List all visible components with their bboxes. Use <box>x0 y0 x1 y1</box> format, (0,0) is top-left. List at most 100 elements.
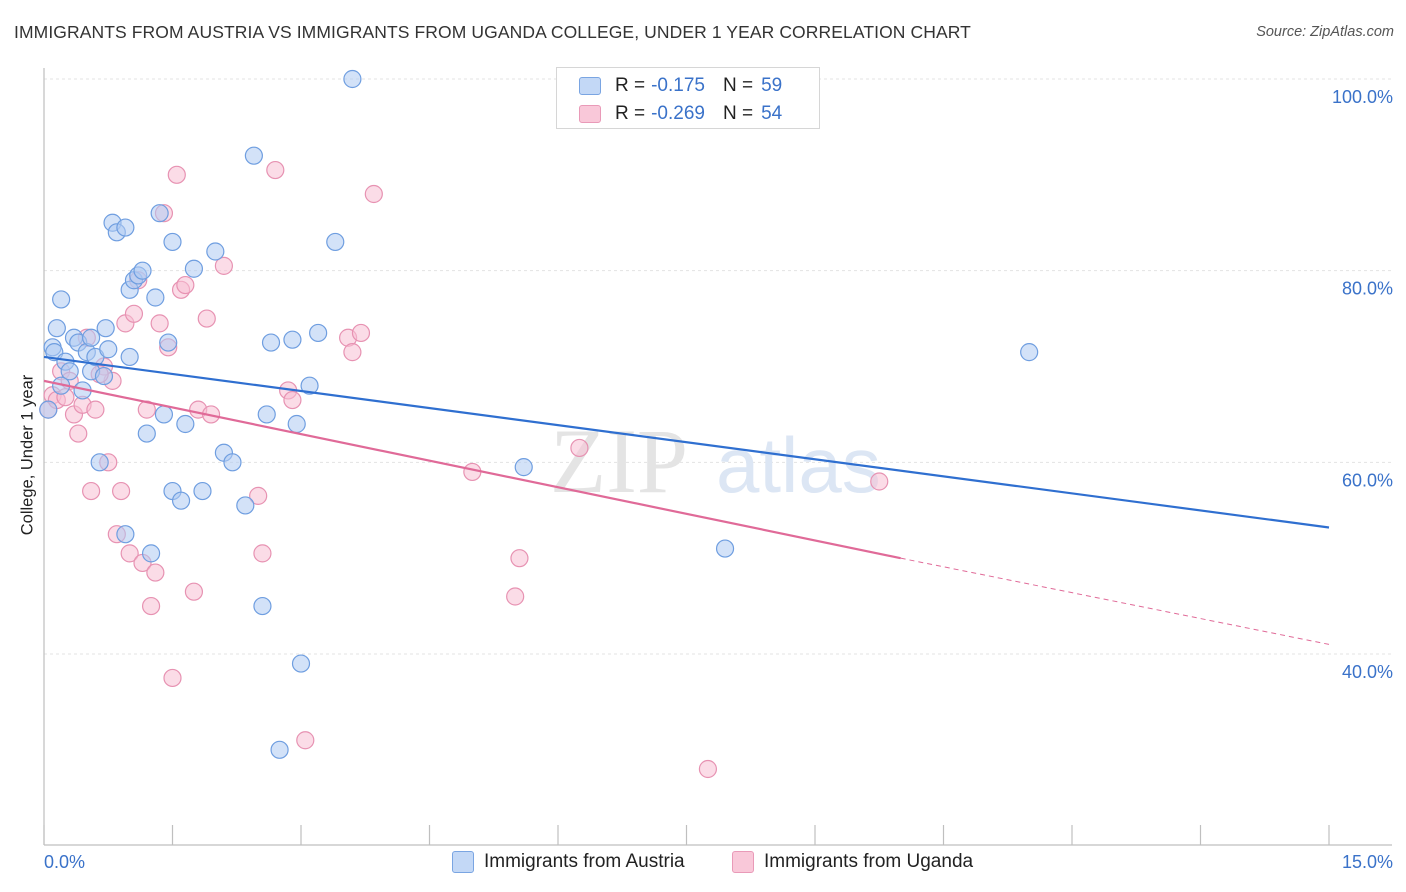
austria-point-18 <box>116 218 135 237</box>
y-tick-label-80: 80.0% <box>1342 279 1393 299</box>
uganda-point-15 <box>111 481 131 501</box>
austria-point-50 <box>514 458 533 477</box>
legend-item-austria[interactable]: Immigrants from Austria <box>452 851 685 873</box>
austria-point-54 <box>82 328 101 347</box>
austria-point-56 <box>184 259 204 278</box>
austria-point-52 <box>1020 343 1039 362</box>
austria-point-35 <box>206 242 225 261</box>
austria-point-14 <box>94 366 114 386</box>
uganda-trend-line <box>43 379 901 560</box>
legend-r-value-uganda: -0.269 <box>651 103 705 124</box>
austria-point-25 <box>137 424 156 443</box>
uganda-point-24 <box>150 314 169 333</box>
legend-label-austria: Immigrants from Austria <box>484 851 685 872</box>
austria-trend-line <box>43 355 1330 529</box>
uganda-point-49 <box>698 759 718 779</box>
y-tick-label-60: 60.0% <box>1342 470 1393 490</box>
uganda-point-10 <box>86 400 105 419</box>
austria-point-40 <box>253 596 272 616</box>
austria-point-26 <box>141 544 161 563</box>
x-max-label: 15.0% <box>1341 852 1393 872</box>
austria-point-46 <box>300 376 319 395</box>
austria-point-19 <box>116 525 135 544</box>
y-axis-title: College, Under 1 year <box>18 374 37 536</box>
uganda-point-17 <box>120 544 139 563</box>
austria-point-20 <box>120 347 139 367</box>
uganda-trend-line-extrapolated <box>900 557 1330 645</box>
chart-title: IMMIGRANTS FROM AUSTRIA VS IMMIGRANTS FR… <box>14 22 971 42</box>
uganda-point-48 <box>570 438 589 458</box>
legend-r-label: R = <box>615 103 646 124</box>
austria-point-44 <box>287 414 306 434</box>
austria-point-45 <box>291 654 311 673</box>
uganda-point-50 <box>870 472 889 491</box>
correlation-legend: R = -0.175 N = 59 R = -0.269 N = 54 <box>556 67 820 129</box>
uganda-point-42 <box>343 343 362 362</box>
austria-point-55 <box>99 340 118 359</box>
grid-lines <box>44 78 1392 655</box>
austria-point-3 <box>47 319 66 338</box>
austria-point-41 <box>257 405 276 424</box>
legend-n-label: N = <box>722 103 754 124</box>
austria-points <box>39 69 1039 759</box>
austria-point-57 <box>283 330 302 349</box>
legend-r-value-austria: -0.175 <box>651 75 705 96</box>
uganda-point-9 <box>82 481 101 501</box>
uganda-point-22 <box>141 596 161 616</box>
legend-swatch-austria <box>579 77 601 95</box>
uganda-point-31 <box>184 582 204 601</box>
series-legend: Immigrants from Austria Immigrants from … <box>0 851 1406 877</box>
uganda-point-18 <box>124 304 144 323</box>
austria-point-47 <box>309 323 328 343</box>
uganda-point-45 <box>463 462 482 482</box>
austria-point-39 <box>244 146 263 165</box>
austria-point-49 <box>343 69 362 89</box>
uganda-point-44 <box>364 184 383 204</box>
uganda-point-23 <box>146 563 165 582</box>
legend-n-label: N = <box>722 75 754 96</box>
austria-point-51 <box>715 539 735 558</box>
legend-label-uganda: Immigrants from Uganda <box>764 851 974 872</box>
uganda-point-39 <box>283 390 302 410</box>
legend-row-uganda: R = -0.269 N = 54 <box>579 101 782 127</box>
austria-point-4 <box>52 290 71 309</box>
source-label: Source: ZipAtlas.com <box>1256 24 1394 40</box>
austria-point-15 <box>96 319 115 338</box>
austria-point-29 <box>159 333 178 352</box>
uganda-point-33 <box>197 309 216 328</box>
legend-item-uganda[interactable]: Immigrants from Uganda <box>732 851 973 873</box>
uganda-point-36 <box>253 544 272 563</box>
austria-point-0 <box>39 400 58 419</box>
austria-point-58 <box>146 288 165 307</box>
y-tick-label-100: 100.0% <box>1332 87 1393 107</box>
uganda-point-6 <box>69 424 88 443</box>
austria-point-28 <box>154 405 174 424</box>
legend-r-label: R = <box>615 75 646 96</box>
austria-point-43 <box>270 740 289 759</box>
legend-swatch-uganda <box>579 105 601 123</box>
austria-point-48 <box>326 232 345 252</box>
austria-point-33 <box>176 414 195 434</box>
austria-point-6 <box>60 362 79 381</box>
austria-point-42 <box>261 333 281 352</box>
uganda-point-27 <box>163 668 182 688</box>
uganda-point-46 <box>506 587 525 606</box>
austria-point-24 <box>133 261 152 280</box>
legend-n-value-uganda: 54 <box>761 103 783 124</box>
x-min-label: 0.0% <box>44 852 86 872</box>
y-tick-label-40: 40.0% <box>1342 662 1393 682</box>
y-tick-labels: 40.0% 60.0% 80.0% 100.0% <box>1332 87 1393 682</box>
uganda-point-34 <box>214 256 233 275</box>
trend-lines <box>43 355 1330 645</box>
uganda-point-37 <box>266 160 285 180</box>
uganda-point-40 <box>296 731 315 750</box>
uganda-point-28 <box>167 165 186 184</box>
legend-swatch-uganda <box>732 851 754 873</box>
legend-row-austria: R = -0.175 N = 59 <box>579 73 782 99</box>
watermark-zip: ZIP <box>550 410 688 512</box>
uganda-point-30 <box>176 275 195 295</box>
axes <box>43 68 1392 846</box>
legend-n-value-austria: 59 <box>761 75 783 96</box>
austria-point-32 <box>171 491 191 510</box>
